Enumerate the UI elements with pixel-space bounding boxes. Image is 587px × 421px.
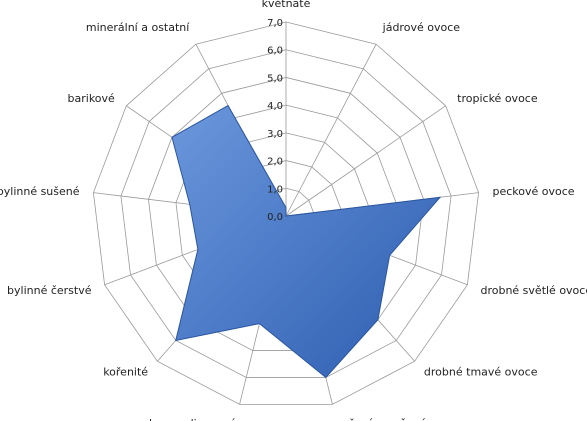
radial-axis: 0,0 1,0 2,0 3,0 4,0 5,0 6,0 7,0 bbox=[267, 18, 283, 223]
category-label: tropické ovoce bbox=[457, 92, 538, 105]
tick-label: 6,0 bbox=[267, 46, 283, 57]
category-label: drobné tmavé ovoce bbox=[424, 366, 538, 379]
category-label: minerální a ostatní bbox=[86, 21, 190, 34]
category-label: drobné světlé ovoce bbox=[480, 284, 587, 297]
category-label: bylinné čerstvé bbox=[7, 284, 92, 297]
grid-ring bbox=[148, 77, 424, 351]
series-area bbox=[171, 104, 442, 379]
category-label: květnaté bbox=[262, 0, 311, 10]
tick-label: 1,0 bbox=[267, 184, 283, 195]
grid-ring bbox=[120, 49, 452, 378]
tick-label: 5,0 bbox=[267, 73, 283, 84]
category-label: bylinné sušené bbox=[0, 185, 80, 198]
grid-ring bbox=[93, 21, 479, 405]
category-label: jádrové ovoce bbox=[382, 21, 461, 34]
tick-label: 2,0 bbox=[267, 157, 283, 168]
category-label: karamelizované bbox=[149, 417, 237, 421]
tick-label: 0,0 bbox=[267, 212, 283, 223]
series-layer bbox=[171, 104, 442, 379]
category-label: kořenité bbox=[103, 366, 148, 379]
category-label: peckové ovoce bbox=[492, 185, 574, 198]
category-label: barikové bbox=[68, 92, 116, 105]
spoke-line bbox=[285, 44, 377, 217]
spoke-line bbox=[285, 105, 446, 217]
tick-label: 4,0 bbox=[267, 101, 283, 112]
tick-label: 7,0 bbox=[267, 18, 283, 29]
tick-label: 3,0 bbox=[267, 129, 283, 140]
category-label: vařené a sušené ovoce bbox=[336, 417, 463, 421]
